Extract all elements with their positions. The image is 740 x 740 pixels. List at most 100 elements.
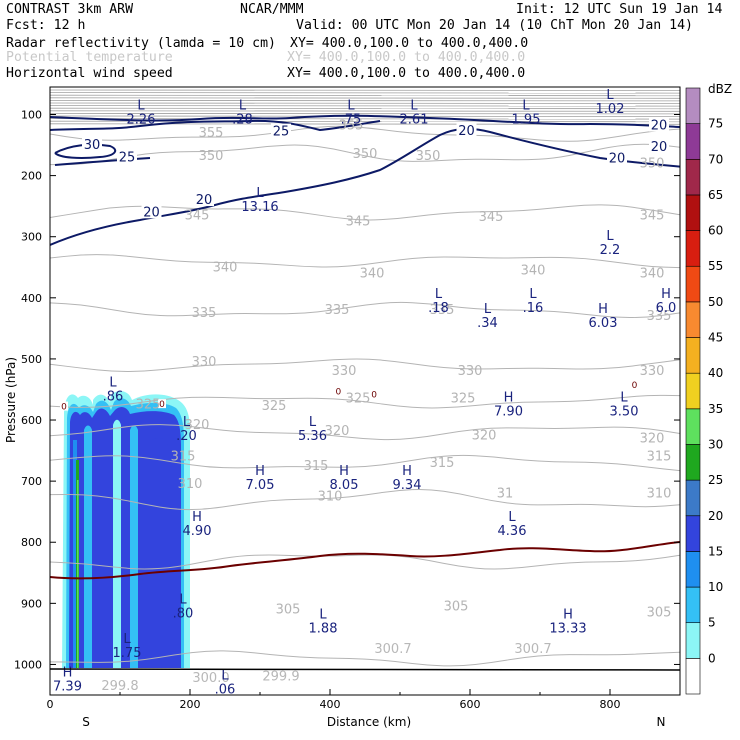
theta-label: 345 [346,214,371,229]
wind-label-bg [82,137,102,152]
theta-label: 335 [430,303,455,318]
refl-15-dbz-b [152,437,168,668]
zero-contour [50,540,680,580]
theta-contour-line [50,301,680,319]
extremum-value: 6.0 [656,301,677,316]
extremum-kind: L [239,99,247,114]
colorbar-swatch [685,158,701,196]
theta-label: 315 [304,459,329,474]
zero-label-bg [370,389,379,399]
theta-contour-line [50,650,680,667]
colorbar-label: 30 [708,437,723,451]
extremum-kind: L [606,88,614,103]
theta-label: 300.7 [514,642,551,657]
theta-label: 310 [647,486,672,501]
colorbar-swatch [685,372,701,410]
colorbar-swatch [685,551,701,588]
theta-label: 340 [640,266,665,281]
extremum-value: 1.75 [113,646,142,661]
field-xy-reflectivity: XY= 400.0,100.0 to 400.0,400.0 [290,36,528,51]
wind-label-bg [117,149,137,164]
extremum-kind: L [137,99,145,114]
theta-label: 335 [192,306,217,321]
theta-contour-strat [50,112,680,115]
colorbar-label: 35 [708,402,723,416]
theta-label: 299.8 [101,679,138,694]
header-fcst: Fcst: 12 h [6,18,85,33]
colorbar-swatch [685,586,701,624]
theta-label: 305 [647,606,672,621]
zero-label-bg [630,380,639,390]
extremum-value: 7.90 [494,405,523,420]
wind-contour-25-upper [50,119,381,132]
theta-label: 305 [444,599,469,614]
theta-contour-line [50,358,680,372]
colorbar-swatch [685,265,701,303]
wind-label-bg [271,123,291,138]
theta-label: 340 [213,260,238,275]
theta-label: 335 [325,303,350,318]
theta-contour-line [50,125,680,142]
extremum-kind: H [63,666,73,681]
extremum-kind: L [347,99,355,114]
plot-area: 0 0 0 0 0 305 305 305 310 310 31 310 315 315 315 315 32… [50,88,680,695]
wind-label: 20 [651,118,668,133]
extremum-value: .28 [232,113,253,128]
wind-contours [50,114,680,246]
theta-contour-line [50,488,680,511]
extremum-kind: H [661,287,671,302]
theta-contour-line [50,143,680,166]
theta-contour-strat [50,102,680,104]
theta-label: 310 [318,489,343,504]
extremum-kind: H [192,510,202,525]
x-tick-label: 600 [460,698,481,711]
theta-contour-strat [50,94,680,97]
extremum-kind: L [319,608,327,623]
reflectivity-shading [62,390,190,668]
extremum-value: 2.26 [127,113,156,128]
y-tick-label: 600 [21,414,42,427]
theta-label: 350 [353,147,378,162]
plot-frame [49,86,681,696]
colorbar-swatch [685,194,701,231]
extremum-kind: L [309,415,317,430]
zero-label: 0 [371,390,377,400]
theta-label: 330 [332,364,357,379]
extremum-value: 7.05 [246,478,275,493]
y-axis-label: Pressure (hPa) [4,357,18,443]
extremum-value: .86 [103,389,124,404]
refl-gap-2 [113,419,121,668]
wind-label-bg [649,138,669,153]
colorbar-label: 5 [708,616,716,630]
theta-label: 315 [171,450,196,465]
colorbar-swatch [685,123,701,160]
colorbar-label: 75 [708,117,723,131]
extremum-kind: L [435,287,443,302]
extremum-value: 6.03 [589,316,618,331]
colorbar-label: 25 [708,473,723,487]
y-tick-label: 1000 [14,658,42,671]
x-axis-label: Distance (km) [327,715,411,729]
theta-label: 320 [472,428,497,443]
theta-label: 345 [185,208,210,223]
theta-contour-line [50,424,680,441]
extremum-value: 8.05 [330,478,359,493]
extremum-kind: L [508,510,516,525]
wind-label: 25 [273,125,290,140]
y-tick-label: 800 [21,536,42,549]
extremum-value: .75 [341,113,362,128]
theta-label: 355 [199,126,224,141]
theta-label: 305 [276,602,301,617]
field-name-wind: Horizontal wind speed [6,66,173,81]
colorbar-swatch [685,87,701,124]
colorbar-label: 65 [708,188,723,202]
extremum-kind: L [256,186,264,201]
theta-label: 325 [346,392,371,407]
theta-label: 345 [640,208,665,223]
zero-label: 0 [336,387,342,397]
extremum-kind: H [563,608,573,623]
extremum-kind: L [179,592,187,607]
refl-gap-1 [84,425,92,668]
